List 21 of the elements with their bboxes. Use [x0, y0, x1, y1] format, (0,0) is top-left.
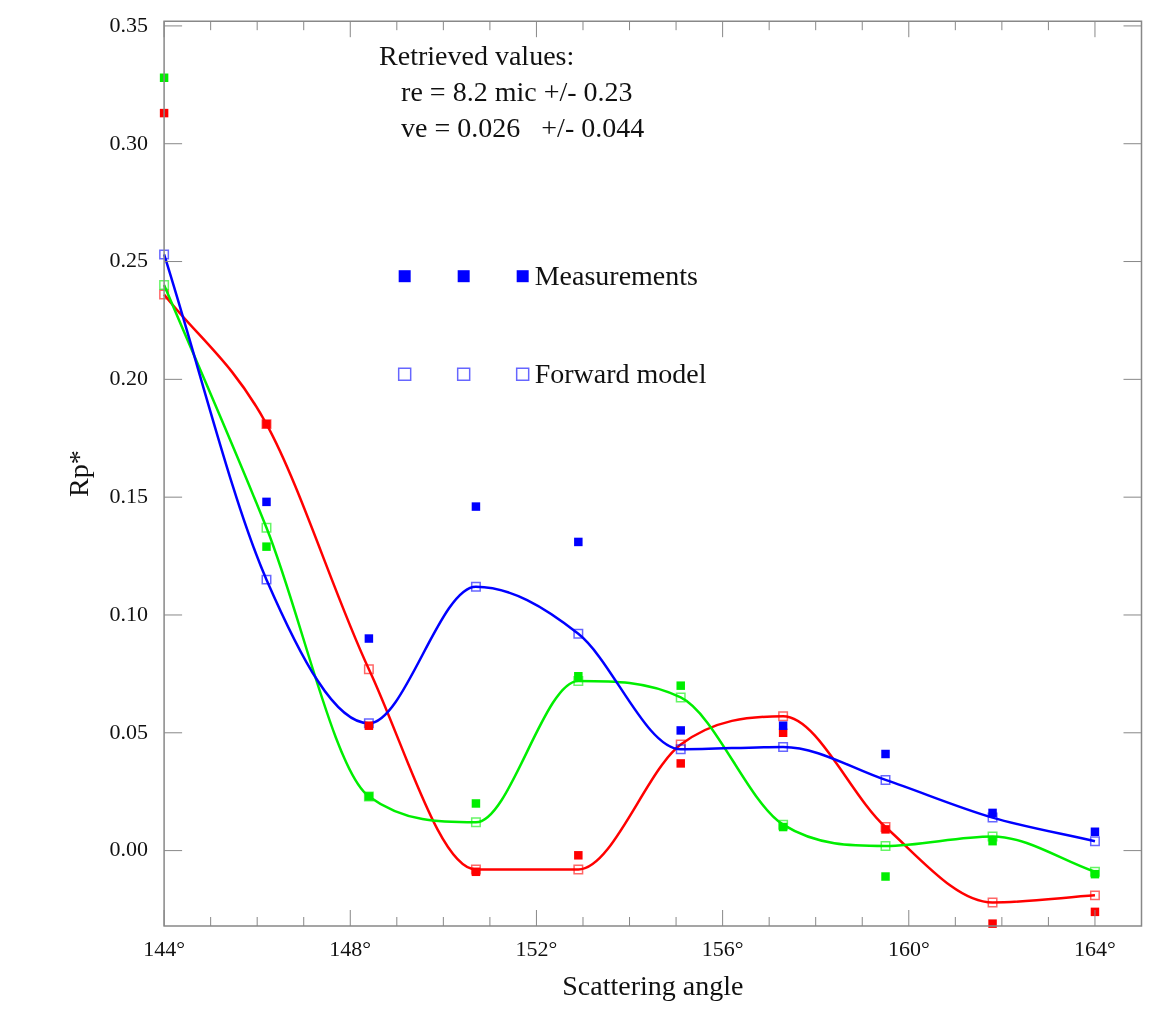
annotation: re = 8.2 mic +/- 0.23 [401, 75, 633, 107]
x-tick-label: 152° [515, 935, 558, 961]
y-tick-label: 0.35 [109, 11, 149, 37]
y-tick-label: 0.30 [109, 129, 149, 155]
x-axis-title: Scattering angle [562, 969, 744, 1001]
annotation: ve = 0.026 +/- 0.044 [401, 111, 645, 143]
annotation: Retrieved values: [379, 39, 575, 71]
x-tick-label: 144° [143, 935, 186, 961]
x-tick-label: 148° [329, 935, 372, 961]
y-tick-label: 0.05 [109, 718, 149, 744]
y-tick-label: 0.10 [109, 600, 149, 626]
y-axis-title: Rp* [63, 450, 95, 497]
x-tick-label: 164° [1074, 935, 1116, 961]
y-tick-label: 0.00 [109, 836, 149, 862]
y-tick-label: 0.20 [109, 365, 149, 391]
y-tick-label: 0.15 [109, 482, 149, 508]
legend-label: Measurements [534, 259, 698, 291]
x-tick-label: 156° [701, 935, 744, 961]
x-tick-label: 160° [887, 935, 930, 961]
legend-label: Forward model [534, 357, 707, 389]
y-tick-label: 0.25 [109, 247, 149, 273]
